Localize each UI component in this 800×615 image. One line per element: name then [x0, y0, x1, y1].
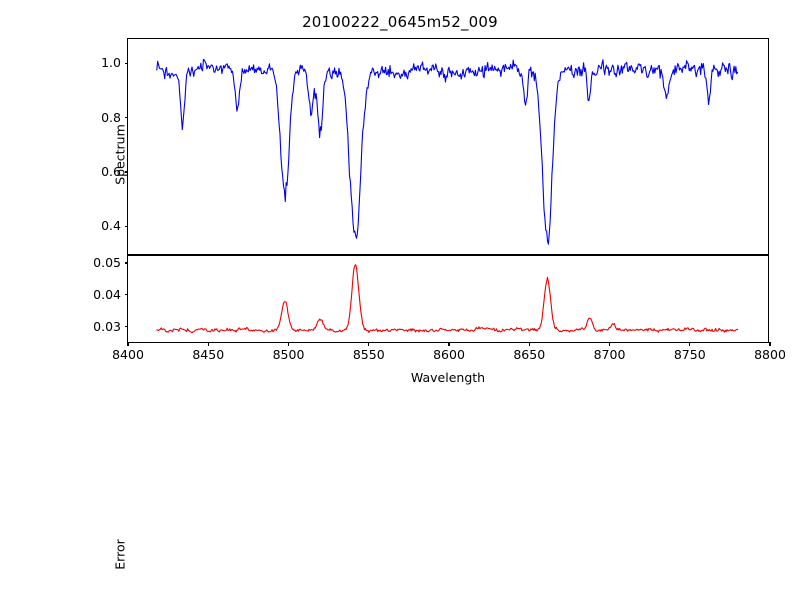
tick-mark [124, 262, 128, 264]
error-panel: 0.03 0.04 0.05 8400 8450 8500 8550 8600 8650 870… [93, 255, 786, 570]
tick-mark [528, 342, 530, 346]
error-plot-area [128, 256, 768, 342]
tick-mark [368, 342, 370, 346]
tick-mark [124, 62, 128, 64]
tick-label: 8750 [673, 347, 706, 362]
error-y-axis-label: Error [112, 539, 128, 570]
tick-label: 0.03 [93, 318, 121, 334]
tick-label: 0.8 [101, 109, 121, 125]
tick-label: 8400 [112, 347, 144, 362]
spectrum-data-line [156, 58, 739, 245]
tick-mark [207, 342, 209, 346]
x-axis-label: Wavelength [410, 370, 486, 385]
spectrum-line-chart [156, 58, 739, 245]
tick-mark [287, 342, 290, 346]
tick-mark [124, 117, 128, 119]
tick-label: 0.4 [101, 218, 121, 234]
tick-mark [448, 342, 450, 346]
tick-label: 0.05 [93, 254, 121, 270]
tick-mark [127, 342, 129, 346]
tick-mark [608, 342, 611, 346]
spectrum-plot-area [128, 39, 768, 254]
tick-label: 8650 [513, 347, 546, 362]
page-title: 20100222_0645m52_009 [302, 13, 498, 31]
tick-mark [124, 225, 128, 227]
tick-label: 0.04 [93, 286, 121, 302]
tick-label: 8600 [433, 347, 465, 362]
tick-mark [689, 342, 691, 346]
tick-mark [769, 342, 771, 346]
tick-label: 8700 [593, 347, 626, 362]
tick-label: 8550 [352, 347, 385, 362]
tick-label: 0.6 [101, 163, 121, 179]
tick-mark [124, 171, 128, 173]
figure-canvas: 20100222_0645m52_009 0.4 0.6 0.8 1.0 Spectr… [93, 13, 786, 570]
spectrum-y-axis-label: Spectrum [112, 124, 128, 185]
tick-label: 8500 [272, 347, 305, 362]
spectrum-panel: 0.4 0.6 0.8 1.0 Spectrum [101, 38, 769, 255]
error-line-chart [156, 264, 739, 334]
tick-mark [124, 325, 128, 328]
tick-label: 8800 [754, 347, 786, 362]
tick-label: 8450 [192, 347, 225, 362]
error-data-line [156, 264, 739, 334]
tick-mark [124, 294, 128, 296]
tick-label: 1.0 [101, 55, 121, 71]
